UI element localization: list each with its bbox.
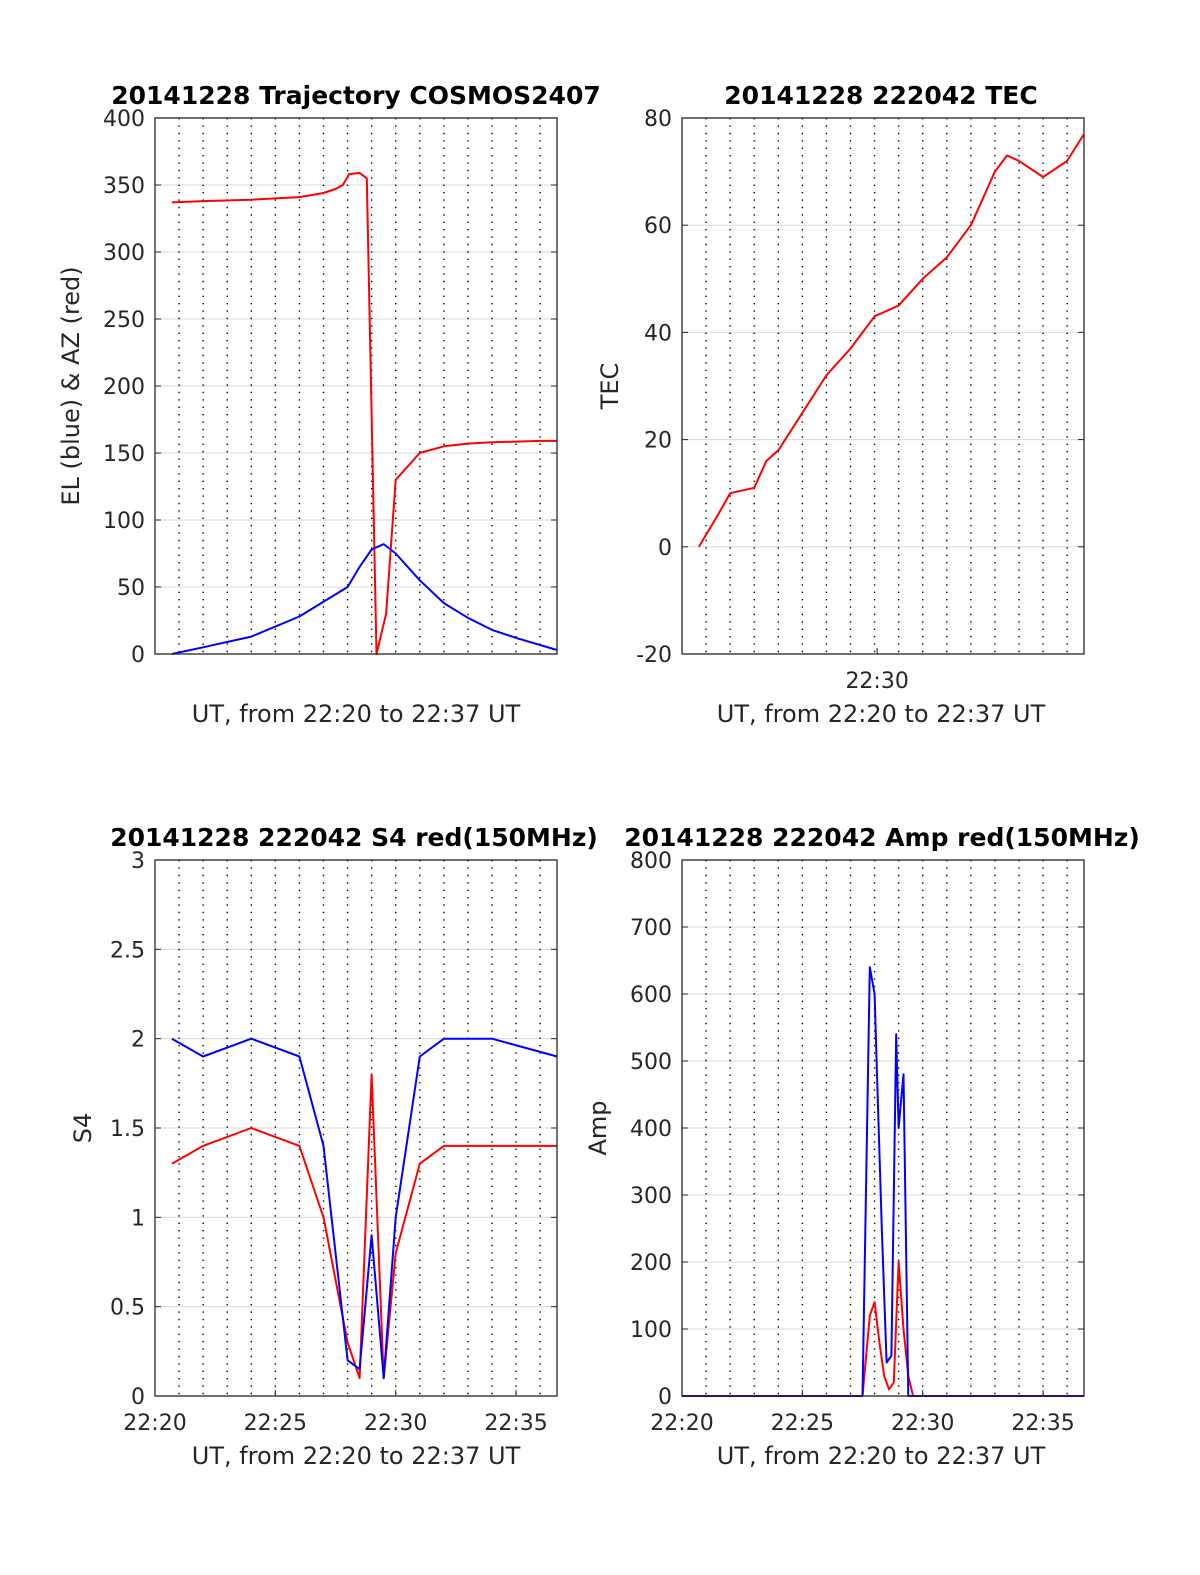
y-tick-label: 500 — [630, 1050, 672, 1075]
x-tick-label: 22:30 — [891, 1411, 954, 1436]
y-tick-label: 60 — [644, 214, 672, 239]
y-tick-label: 600 — [630, 983, 672, 1008]
y-tick-label: 200 — [103, 375, 145, 400]
x-tick-label: 22:35 — [484, 1411, 547, 1436]
panel-tec-xlabel: UT, from 22:20 to 22:37 UT — [717, 700, 1046, 728]
y-tick-label: 0 — [131, 1385, 145, 1410]
y-tick-label: 1.5 — [110, 1117, 145, 1142]
y-tick-label: 20 — [644, 429, 672, 454]
x-tick-label: 22:20 — [650, 1411, 713, 1436]
axes-frame — [154, 859, 558, 1397]
panel-trajectory-xlabel: UT, from 22:20 to 22:37 UT — [192, 700, 521, 728]
y-tick-label: 100 — [630, 1318, 672, 1343]
y-tick-label: 700 — [630, 916, 672, 941]
x-tick-label: 22:25 — [771, 1411, 834, 1436]
x-tick-label: 22:30 — [364, 1411, 427, 1436]
y-tick-label: 0.5 — [110, 1296, 145, 1321]
panel-s4: 0 0.5 1 1.5 2 2.5 3 22:20 22:25 22:30 22:35 201412… — [69, 823, 598, 1470]
y-tick-label: 400 — [103, 107, 145, 132]
panel-trajectory-title: 20141228 Trajectory COSMOS2407 — [111, 81, 601, 110]
y-tick-label: 150 — [103, 442, 145, 467]
axes-frame — [681, 859, 1085, 1397]
y-tick-label: 800 — [630, 849, 672, 874]
series-line-1 — [682, 966, 1084, 1397]
panel-tec-ylabel: TEC — [596, 363, 624, 411]
y-tick-label: 2.5 — [110, 938, 145, 963]
axes-frame — [681, 117, 1085, 655]
series-line-0 — [171, 171, 557, 655]
y-tick-label: 0 — [658, 536, 672, 561]
y-tick-label: 40 — [644, 321, 672, 346]
y-tick-label: 350 — [103, 174, 145, 199]
series-line-1 — [171, 543, 558, 655]
y-tick-label: 50 — [117, 576, 145, 601]
y-tick-label: 300 — [103, 241, 145, 266]
panel-tec-title: 20141228 222042 TEC — [724, 81, 1037, 110]
panel-amp-title: 20141228 222042 Amp red(150MHz) — [624, 823, 1140, 852]
y-tick-label: -20 — [636, 643, 672, 668]
panel-s4-xlabel: UT, from 22:20 to 22:37 UT — [192, 1442, 521, 1470]
panel-tec: -20 0 20 40 60 80 22:30 20141228 222042 TEC UT… — [596, 81, 1085, 728]
panel-s4-ylabel: S4 — [69, 1113, 97, 1144]
y-tick-label: 0 — [131, 643, 145, 668]
panel-s4-title: 20141228 222042 S4 red(150MHz) — [110, 823, 598, 852]
y-tick-label: 100 — [103, 509, 145, 534]
y-tick-label: 400 — [630, 1117, 672, 1142]
y-tick-label: 300 — [630, 1184, 672, 1209]
panel-trajectory-ylabel: EL (blue) & AZ (red) — [57, 266, 85, 505]
y-tick-label: 80 — [644, 107, 672, 132]
axes-frame — [154, 117, 558, 655]
series-line-0 — [171, 1073, 557, 1380]
y-tick-label: 250 — [103, 308, 145, 333]
y-tick-label: 3 — [131, 849, 145, 874]
y-tick-label: 0 — [658, 1385, 672, 1410]
y-tick-label: 2 — [131, 1028, 145, 1053]
series-line-0 — [698, 133, 1085, 548]
y-tick-label: 200 — [630, 1251, 672, 1276]
series-line-0 — [861, 1261, 918, 1397]
panel-amp-ylabel: Amp — [584, 1100, 612, 1155]
y-tick-label: 1 — [131, 1206, 145, 1231]
panel-amp: 0 100 200 300 400 500 600 700 800 22:20 22:25 22:30… — [584, 823, 1140, 1470]
x-tick-label: 22:30 — [845, 669, 908, 694]
x-tick-label: 22:20 — [123, 1411, 186, 1436]
series-line-1 — [171, 1037, 558, 1380]
x-tick-label: 22:25 — [244, 1411, 307, 1436]
panel-amp-xlabel: UT, from 22:20 to 22:37 UT — [717, 1442, 1046, 1470]
x-tick-label: 22:35 — [1011, 1411, 1074, 1436]
